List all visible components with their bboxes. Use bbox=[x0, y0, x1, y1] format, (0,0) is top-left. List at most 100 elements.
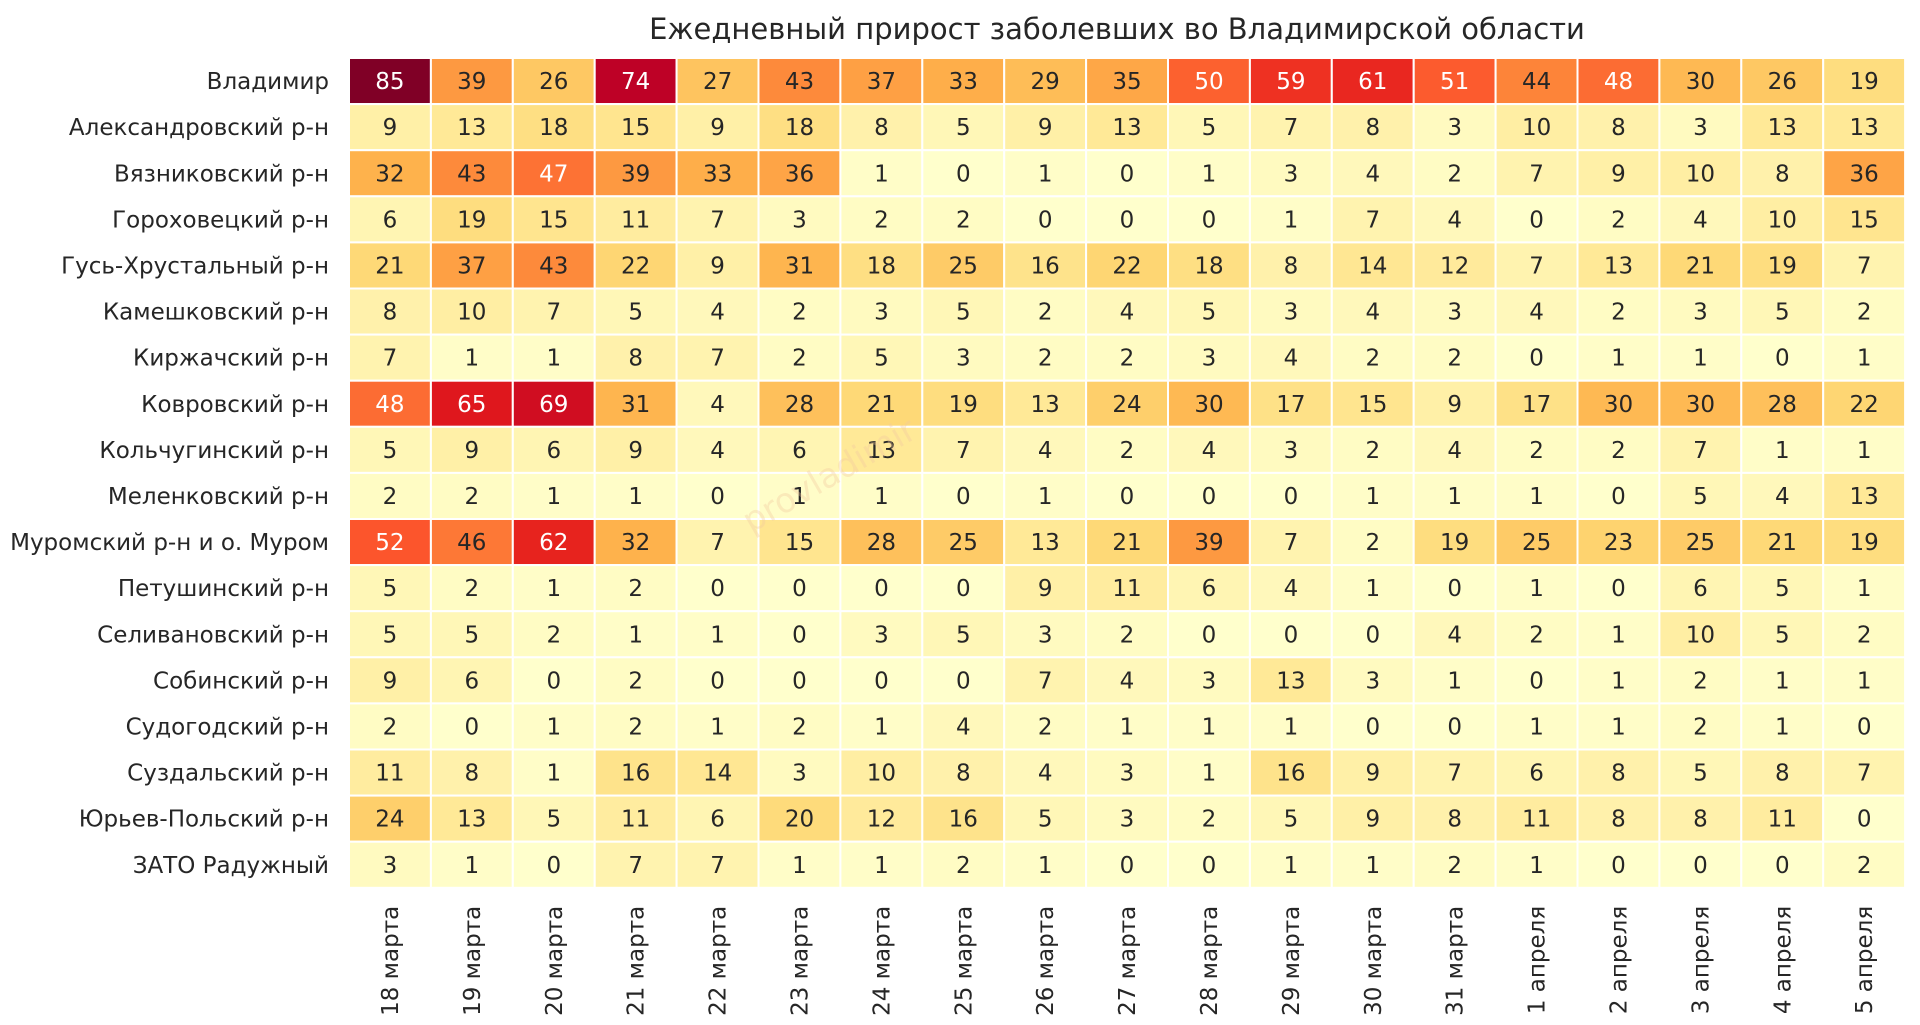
cell-value-label: 13 bbox=[1604, 253, 1633, 279]
cell-value-label: 8 bbox=[1775, 161, 1790, 187]
heatmap-cell bbox=[1740, 656, 1825, 705]
heatmap-cell bbox=[1330, 656, 1415, 705]
heatmap-cell bbox=[921, 333, 1006, 382]
heatmap-cell bbox=[593, 195, 678, 244]
cell-value-label: 3 bbox=[874, 300, 889, 326]
heatmap-cell bbox=[675, 241, 760, 290]
cell-value-label: 13 bbox=[1850, 484, 1879, 510]
x-axis-labels: 18 марта 19 марта 20 марта 21 марта 22 марта… bbox=[378, 906, 1878, 1016]
cell-value-label: 6 bbox=[1202, 576, 1217, 602]
cell-value-label: 2 bbox=[1693, 668, 1708, 694]
cell-value-label: 5 bbox=[1202, 300, 1217, 326]
heatmap-cell bbox=[1248, 195, 1333, 244]
heatmap-cell bbox=[1085, 149, 1169, 198]
cell-value-label: 9 bbox=[710, 253, 725, 279]
cell-value-label: 5 bbox=[1775, 576, 1790, 602]
heatmap-cell bbox=[348, 610, 432, 659]
cell-value-label: 2 bbox=[1611, 438, 1626, 464]
cell-value-label: 3 bbox=[1284, 161, 1299, 187]
cell-value-label: 39 bbox=[1194, 530, 1223, 556]
cell-value-label: 2 bbox=[956, 853, 971, 879]
cell-value-label: 9 bbox=[1365, 761, 1380, 787]
heatmap-cell bbox=[1576, 471, 1661, 520]
cell-value-label: 35 bbox=[1112, 69, 1141, 95]
cell-value-label: 3 bbox=[1365, 668, 1380, 694]
heatmap-cell bbox=[1822, 195, 1907, 244]
heatmap-cell bbox=[839, 610, 924, 659]
cell-value-label: 1 bbox=[546, 761, 561, 787]
heatmap-cell bbox=[1330, 241, 1415, 290]
heatmap-cell bbox=[593, 103, 678, 152]
cell-value-label: 5 bbox=[546, 807, 561, 833]
cell-value-label: 3 bbox=[1120, 807, 1135, 833]
cell-value-label: 74 bbox=[621, 69, 650, 95]
x-tick-label: 22 марта bbox=[706, 906, 732, 1016]
cell-value-label: 1 bbox=[792, 853, 807, 879]
cell-value-label: 0 bbox=[1529, 668, 1544, 694]
cell-value-label: 22 bbox=[1112, 253, 1141, 279]
cell-value-label: 9 bbox=[628, 438, 643, 464]
cell-value-label: 39 bbox=[457, 69, 486, 95]
heatmap-cell bbox=[1085, 471, 1169, 520]
heatmap-cell bbox=[1822, 333, 1907, 382]
cell-value-label: 6 bbox=[546, 438, 561, 464]
cell-value-label: 18 bbox=[785, 115, 814, 141]
heatmap-cell bbox=[1822, 564, 1907, 613]
cell-value-label: 1 bbox=[1857, 576, 1872, 602]
cell-value-label: 48 bbox=[1604, 69, 1633, 95]
y-tick-label: Гороховецкий р-н bbox=[112, 207, 329, 233]
heatmap-cell bbox=[1003, 610, 1088, 659]
cell-value-label: 2 bbox=[874, 207, 889, 233]
heatmap-cells bbox=[348, 57, 1907, 889]
heatmap-cell bbox=[511, 518, 596, 567]
cell-value-label: 10 bbox=[1686, 161, 1715, 187]
heatmap-cell bbox=[757, 241, 842, 290]
cell-value-label: 3 bbox=[874, 622, 889, 648]
heatmap-cell bbox=[429, 840, 514, 889]
cell-value-label: 11 bbox=[621, 807, 650, 833]
cell-value-label: 3 bbox=[1447, 300, 1462, 326]
cell-value-label: 46 bbox=[457, 530, 486, 556]
heatmap-cell bbox=[1412, 425, 1497, 474]
cell-value-label: 7 bbox=[1693, 438, 1708, 464]
cell-value-label: 1 bbox=[546, 714, 561, 740]
cell-value-label: 2 bbox=[1365, 438, 1380, 464]
heatmap-cell bbox=[1248, 702, 1333, 751]
cell-value-label: 1 bbox=[792, 484, 807, 510]
heatmap-cell bbox=[1330, 149, 1415, 198]
cell-value-label: 16 bbox=[1031, 253, 1060, 279]
cell-value-label: 5 bbox=[956, 300, 971, 326]
heatmap-cell bbox=[1003, 241, 1088, 290]
heatmap-cell bbox=[429, 103, 514, 152]
heatmap-cell bbox=[593, 287, 678, 336]
cell-value-label: 0 bbox=[1120, 161, 1135, 187]
cell-value-label: 3 bbox=[792, 761, 807, 787]
heatmap-cell bbox=[593, 610, 678, 659]
y-tick-label: Кольчугинский р-н bbox=[99, 438, 329, 464]
cell-value-label: 3 bbox=[956, 346, 971, 372]
cell-value-label: 29 bbox=[1031, 69, 1060, 95]
heatmap-cell bbox=[921, 425, 1006, 474]
cell-value-label: 0 bbox=[1284, 484, 1299, 510]
cell-value-label: 6 bbox=[1693, 576, 1708, 602]
heatmap-cell bbox=[757, 702, 842, 751]
cell-value-label: 6 bbox=[1529, 761, 1544, 787]
heatmap-cell bbox=[1658, 748, 1743, 797]
cell-value-label: 17 bbox=[1522, 392, 1551, 418]
heatmap-cell bbox=[1003, 518, 1088, 567]
cell-value-label: 1 bbox=[546, 484, 561, 510]
heatmap-cell bbox=[1085, 57, 1169, 106]
cell-value-label: 7 bbox=[710, 346, 725, 372]
heatmap-cell bbox=[1248, 333, 1333, 382]
cell-value-label: 28 bbox=[867, 530, 896, 556]
cell-value-label: 0 bbox=[1202, 207, 1217, 233]
cell-value-label: 4 bbox=[710, 300, 725, 326]
cell-value-label: 2 bbox=[628, 714, 643, 740]
heatmap-cell bbox=[1740, 610, 1825, 659]
cell-value-label: 7 bbox=[1857, 253, 1872, 279]
cell-value-label: 5 bbox=[1775, 622, 1790, 648]
heatmap-cell bbox=[1003, 702, 1088, 751]
cell-value-label: 7 bbox=[628, 853, 643, 879]
cell-value-label: 0 bbox=[1447, 714, 1462, 740]
heatmap-cell bbox=[1248, 794, 1333, 843]
